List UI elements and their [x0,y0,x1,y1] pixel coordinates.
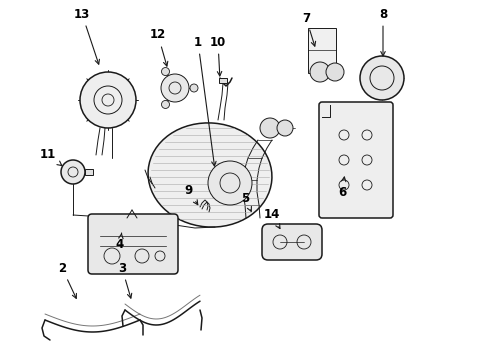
Circle shape [80,72,136,128]
Circle shape [326,63,344,81]
Text: 5: 5 [241,192,251,211]
Bar [85,169,93,175]
Circle shape [310,62,330,82]
Text: 7: 7 [302,12,316,46]
Circle shape [162,68,170,76]
Circle shape [161,74,189,102]
Text: 4: 4 [116,233,124,252]
Circle shape [61,160,85,184]
Text: 14: 14 [264,208,280,229]
Text: 13: 13 [74,8,99,64]
Text: 1: 1 [194,36,216,166]
Circle shape [162,100,170,108]
Text: 2: 2 [58,261,76,298]
Circle shape [190,84,198,92]
Text: 8: 8 [379,8,387,56]
Circle shape [208,161,252,205]
Ellipse shape [148,123,272,227]
Text: 12: 12 [150,28,168,66]
Text: 6: 6 [338,177,346,198]
Circle shape [277,120,293,136]
FancyBboxPatch shape [88,214,178,274]
Text: 10: 10 [210,36,226,76]
FancyBboxPatch shape [262,224,322,260]
Bar [219,78,227,83]
Circle shape [360,56,404,100]
Circle shape [260,118,280,138]
FancyBboxPatch shape [319,102,393,218]
Text: 11: 11 [40,148,62,166]
Text: 9: 9 [184,184,198,204]
Bar [308,28,336,73]
Text: 3: 3 [118,261,132,298]
